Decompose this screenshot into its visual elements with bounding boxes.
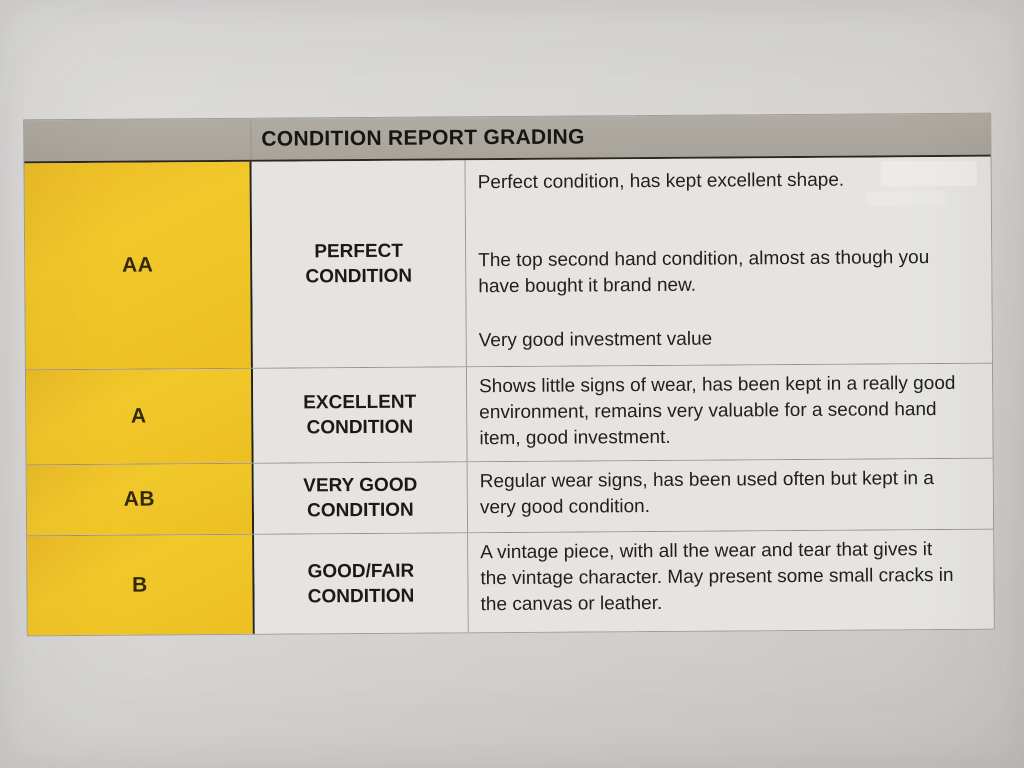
table-row-aa: AA PERFECT CONDITION Perfect condition, … <box>24 156 992 371</box>
grade-cell-a: A <box>25 368 254 465</box>
description-cell-a: Shows little signs of wear, has been kep… <box>466 363 993 462</box>
table-row-b: B GOOD/FAIR CONDITION A vintage piece, w… <box>27 529 994 636</box>
condition-label-ab: VERY GOOD CONDITION <box>253 462 469 534</box>
condition-grading-table: CONDITION REPORT GRADING AA PERFECT COND… <box>23 112 995 637</box>
correction-fluid-patch <box>880 160 977 187</box>
description-cell-b: A vintage piece, with all the wear and t… <box>468 529 994 633</box>
grade-cell-b: B <box>27 534 255 636</box>
grade-cell-aa: AA <box>24 161 253 370</box>
table-row-ab: AB VERY GOOD CONDITION Regular wear sign… <box>26 458 994 537</box>
table-row-a: A EXCELLENT CONDITION Shows little signs… <box>25 363 993 466</box>
header-spacer <box>24 118 252 162</box>
condition-label-text: EXCELLENT CONDITION <box>303 391 417 439</box>
description-cell-ab: Regular wear signs, has been used often … <box>467 458 994 533</box>
description-paragraph: Shows little signs of wear, has been kep… <box>479 372 956 450</box>
condition-label-text: GOOD/FAIR CONDITION <box>307 560 415 607</box>
description-paragraph: Regular wear signs, has been used often … <box>479 468 934 519</box>
description-paragraph: A vintage piece, with all the wear and t… <box>480 539 954 616</box>
description-paragraph: Very good investment value <box>478 328 713 352</box>
grade-cell-ab: AB <box>26 463 255 536</box>
condition-label-b: GOOD/FAIR CONDITION <box>254 533 469 634</box>
condition-label-a: EXCELLENT CONDITION <box>252 367 468 463</box>
description-cell-aa: Perfect condition, has kept excellent sh… <box>465 156 992 367</box>
condition-label-text: VERY GOOD CONDITION <box>303 474 418 522</box>
correction-fluid-patch <box>866 190 945 206</box>
description-paragraph: The top second hand condition, almost as… <box>478 247 930 298</box>
condition-label-aa: PERFECT CONDITION <box>251 160 467 368</box>
table-title: CONDITION REPORT GRADING <box>261 124 585 151</box>
table-header-row: CONDITION REPORT GRADING <box>24 113 991 164</box>
condition-label-text: PERFECT CONDITION <box>305 240 413 288</box>
